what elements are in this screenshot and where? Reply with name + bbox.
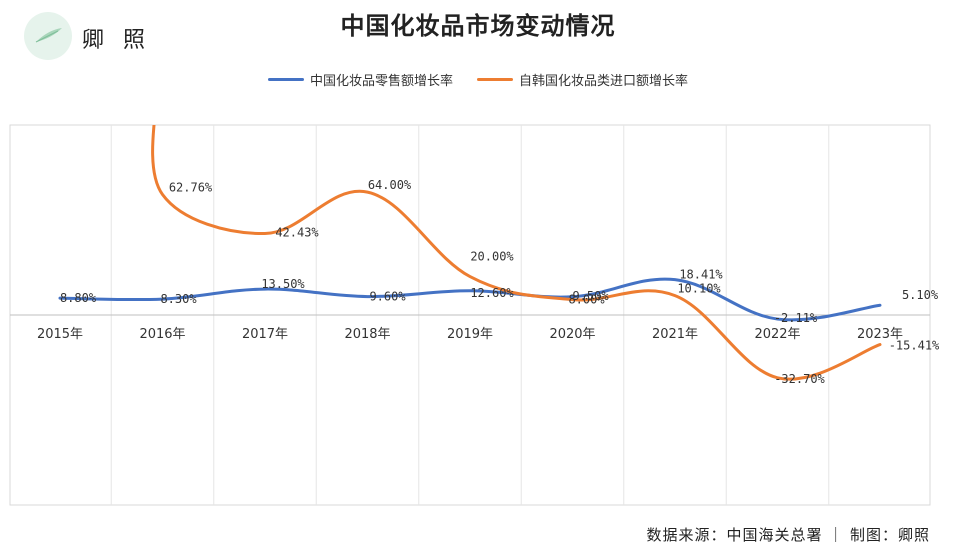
data-label: 8.00% [568, 293, 605, 307]
data-label: 10.10% [677, 282, 721, 296]
x-tick-label: 2018年 [344, 327, 390, 342]
legend-swatch-blue [267, 78, 304, 81]
data-label: 8.30% [160, 292, 197, 306]
data-label: 8.80% [60, 291, 97, 305]
data-label: -15.41% [889, 339, 940, 353]
leaf-icon [35, 28, 62, 43]
chart-title: 中国化妆品市场变动情况 [340, 11, 616, 40]
data-label: 18.41% [679, 268, 723, 282]
x-tick-label: 2021年 [652, 327, 698, 342]
brand-name: 卿 照 [82, 28, 151, 53]
x-tick-label: 2022年 [754, 327, 800, 342]
data-label: -2.11% [774, 311, 818, 325]
chart-legend: 中国化妆品零售额增长率 自韩国化妆品类进口额增长率 [0, 70, 956, 89]
data-label: 9.60% [369, 290, 406, 304]
x-tick-label: 2015年 [37, 327, 83, 342]
data-label: 12.60% [470, 286, 514, 300]
x-tick-label: 2020年 [549, 327, 595, 342]
data-label: 42.43% [275, 226, 319, 240]
footer-source: 数据来源：中国海关总署 ｜ 制图：卿照 [646, 526, 930, 544]
legend-label-import: 自韩国化妆品类进口额增长率 [519, 74, 689, 89]
series-line-0 [58, 277, 882, 322]
data-label: 64.00% [368, 178, 412, 192]
data-label: 13.50% [261, 277, 305, 291]
x-tick-label: 2017年 [242, 327, 288, 342]
data-label: 62.76% [169, 181, 213, 195]
x-tick-label: 2023年 [857, 327, 903, 342]
data-label: 20.00% [470, 250, 514, 264]
data-label: -32.70% [774, 372, 825, 386]
legend-swatch-orange [477, 78, 513, 81]
legend-label-retail: 中国化妆品零售额增长率 [309, 74, 453, 89]
x-tick-label: 2016年 [139, 327, 185, 342]
x-tick-label: 2019年 [447, 327, 493, 342]
data-label: 5.10% [902, 288, 939, 302]
legend-item-import: 自韩国化妆品类进口额增长率 [477, 70, 688, 89]
data-label: 9.50% [572, 289, 609, 303]
legend-item-retail: 中国化妆品零售额增长率 [267, 70, 453, 89]
series-line-1 [151, 125, 882, 381]
logo-badge [24, 12, 72, 60]
